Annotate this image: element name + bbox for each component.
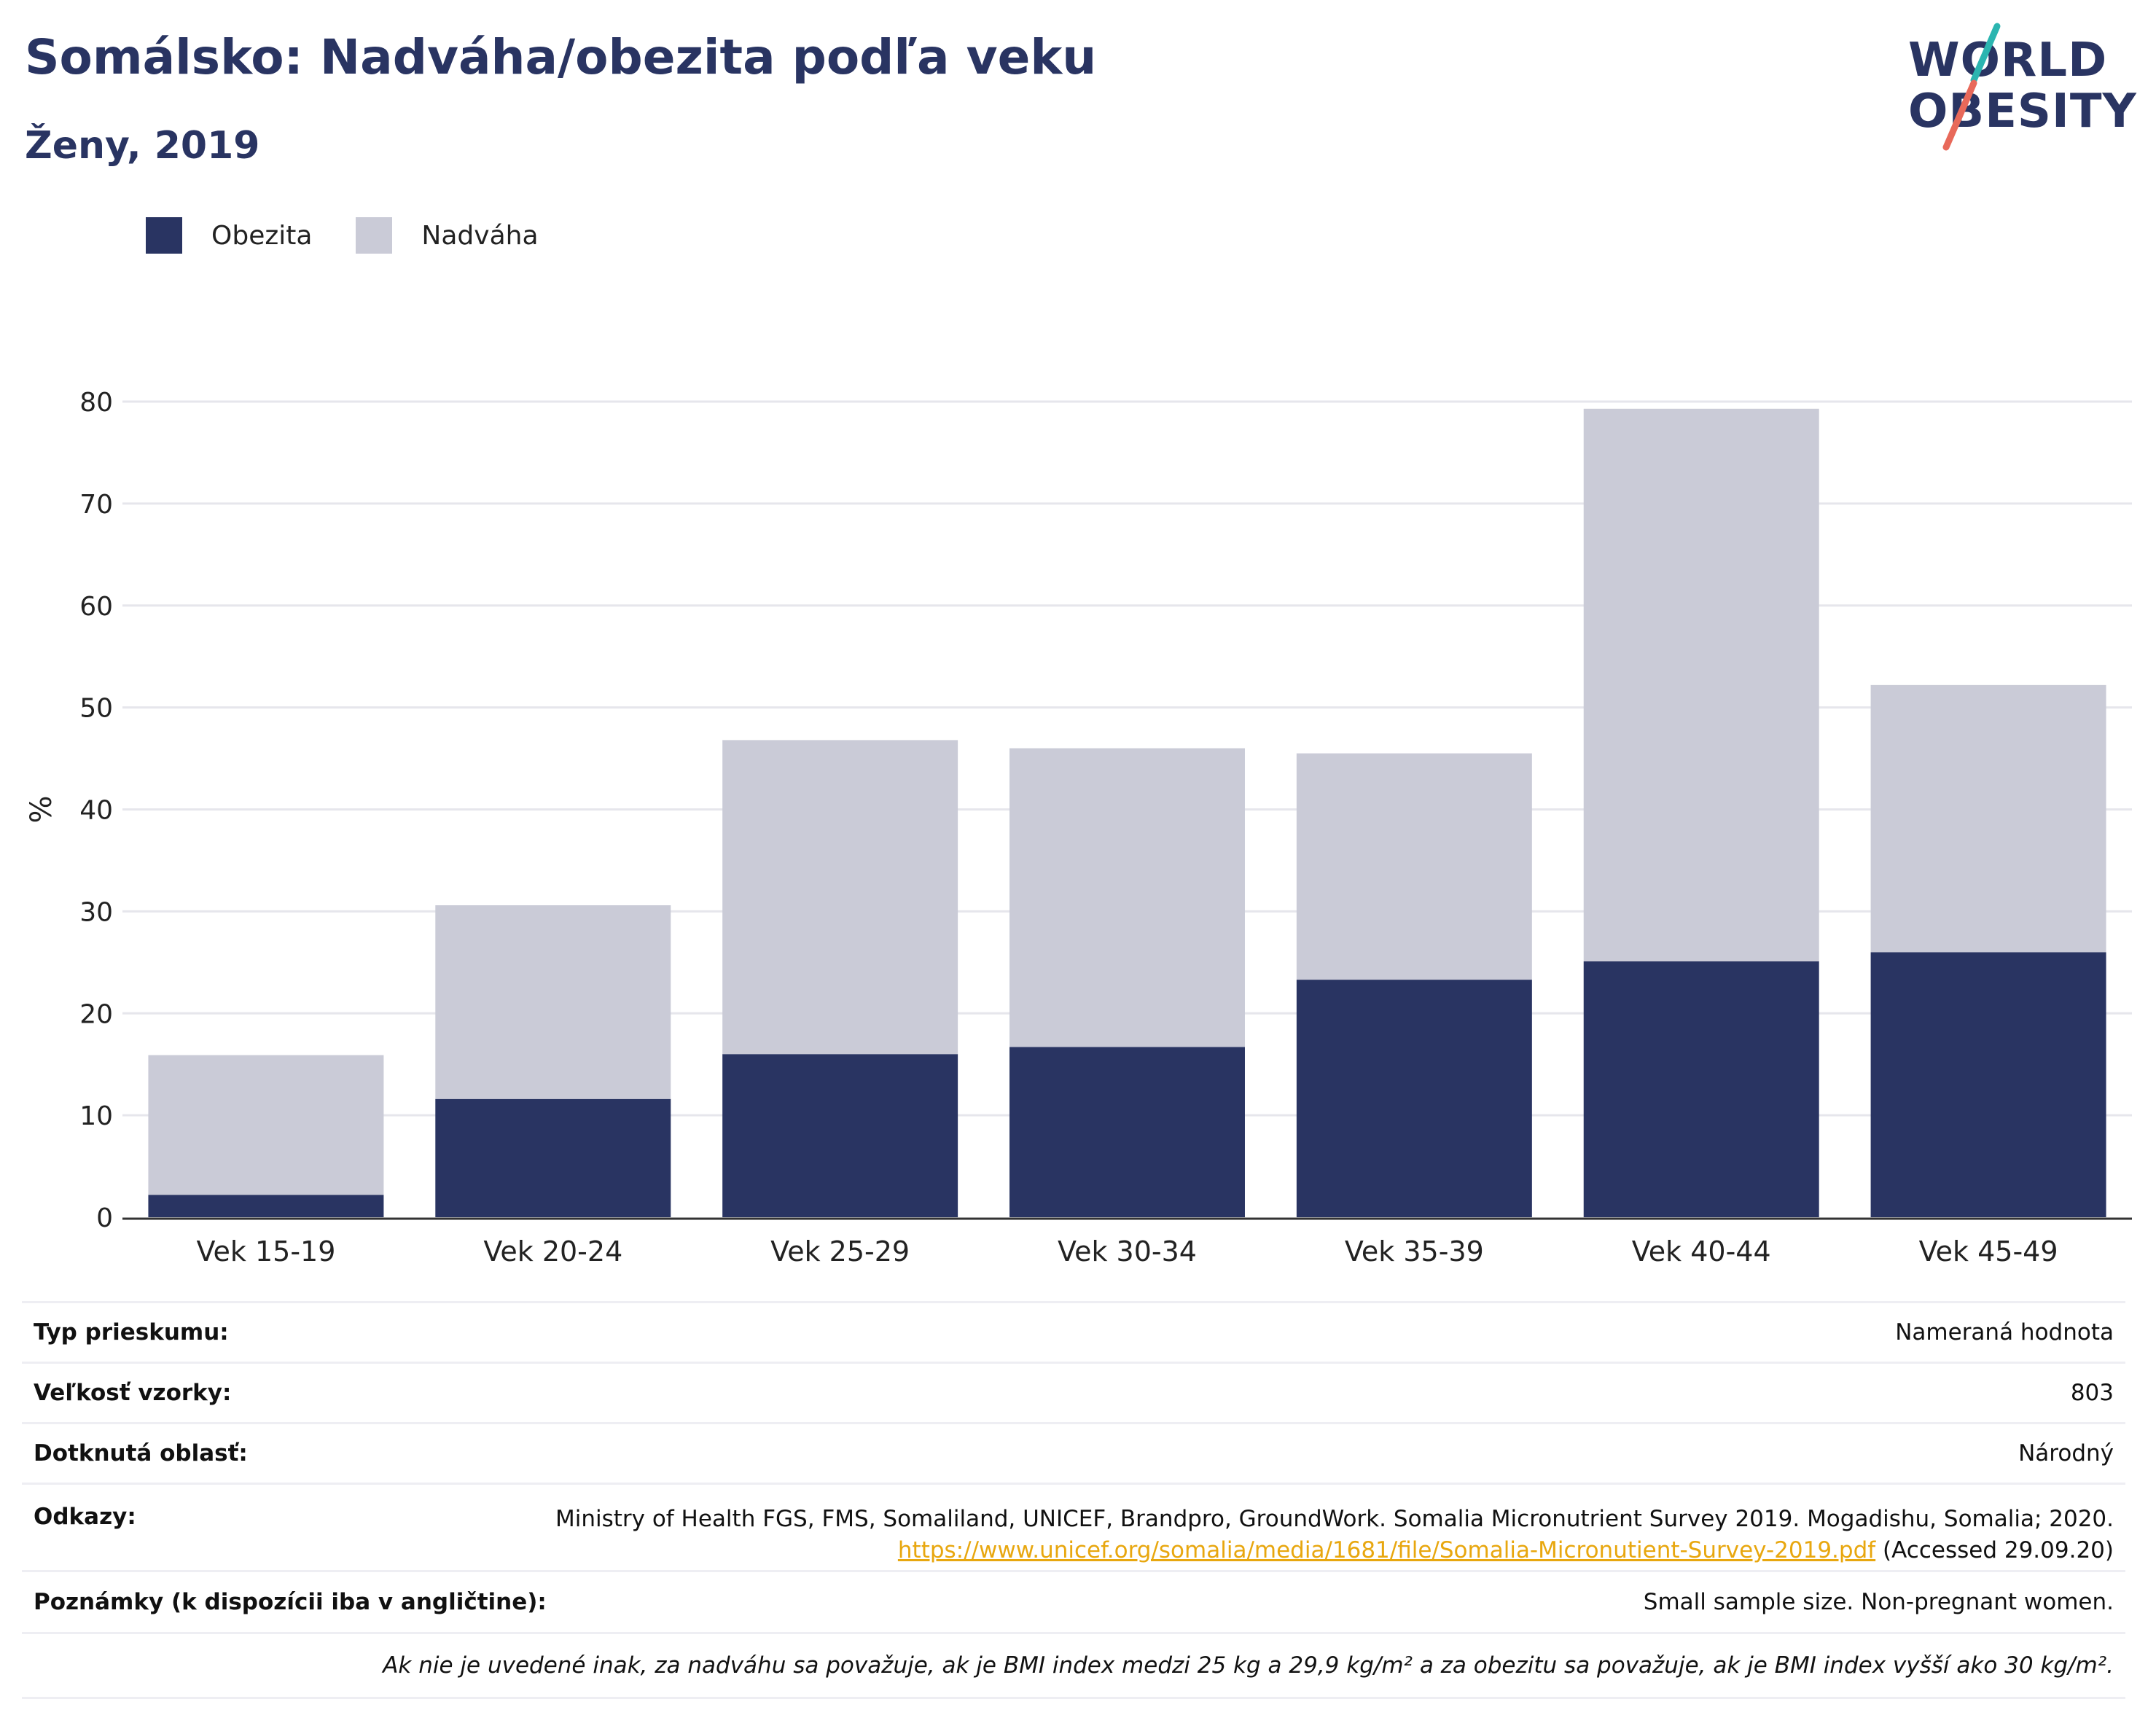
info-row-notes: Poznámky (k dispozícii iba v angličtine)… xyxy=(22,1570,2125,1632)
bar-nadvaha-0 xyxy=(148,1055,384,1195)
y-tick-label-4: 40 xyxy=(79,796,113,826)
bar-nadvaha-1 xyxy=(435,905,671,1099)
y-tick-label-7: 70 xyxy=(79,490,113,520)
info-row-survey-type: Typ prieskumu: Nameraná hodnota xyxy=(22,1301,2125,1362)
y-tick-label-3: 30 xyxy=(79,897,113,927)
x-tick-label-1: Vek 20-24 xyxy=(483,1235,622,1268)
logo-line-1: WORLD xyxy=(1908,34,2108,87)
notes-value: Small sample size. Non-pregnant women. xyxy=(1643,1589,2114,1615)
survey-type-label: Typ prieskumu: xyxy=(34,1319,229,1346)
x-tick-label-6: Vek 45-49 xyxy=(1919,1235,2058,1268)
bar-obezita-4 xyxy=(1296,980,1532,1217)
legend-swatch-overweight xyxy=(356,217,393,254)
legend-item-overweight: Nadváha xyxy=(356,217,539,254)
bar-obezita-5 xyxy=(1583,961,1819,1217)
info-row-references: Odkazy: Ministry of Health FGS, FMS, Som… xyxy=(22,1483,2125,1570)
x-tick-label-2: Vek 25-29 xyxy=(770,1235,910,1268)
y-axis-label: % xyxy=(25,795,58,823)
y-tick-label-0: 0 xyxy=(96,1203,113,1233)
survey-type-value: Nameraná hodnota xyxy=(1895,1319,2114,1346)
x-tick-label-4: Vek 35-39 xyxy=(1345,1235,1484,1268)
bar-obezita-1 xyxy=(435,1098,671,1217)
info-row-area: Dotknutá oblasť: Národný xyxy=(22,1422,2125,1483)
sample-size-value: 803 xyxy=(2070,1380,2114,1406)
references-text-2: (Accessed 29.09.20) xyxy=(1883,1537,2114,1563)
x-tick-label-5: Vek 40-44 xyxy=(1632,1235,1771,1268)
references-value: Ministry of Health FGS, FMS, Somaliland,… xyxy=(437,1504,2125,1566)
info-row-definition: Ak nie je uvedené inak, za nadváhu sa po… xyxy=(22,1632,2125,1699)
references-label: Odkazy: xyxy=(34,1504,136,1530)
bar-nadvaha-3 xyxy=(1009,748,1245,1047)
legend-label-obesity: Obezita xyxy=(211,220,313,251)
bar-nadvaha-6 xyxy=(1870,684,2106,953)
y-tick-label-1: 10 xyxy=(79,1101,113,1131)
logo-line-2: OBESITY xyxy=(1908,85,2137,138)
chart-legend: Obezita Nadváha xyxy=(146,217,582,254)
x-tick-label-0: Vek 15-19 xyxy=(196,1235,335,1268)
legend-item-obesity: Obezita xyxy=(146,217,312,254)
info-row-sample-size: Veľkosť vzorky: 803 xyxy=(22,1362,2125,1422)
legend-label-overweight: Nadváha xyxy=(421,220,539,251)
references-text-1: Ministry of Health FGS, FMS, Somaliland,… xyxy=(555,1506,2114,1532)
bar-obezita-0 xyxy=(148,1195,384,1217)
chart-title: Somálsko: Nadváha/obezita podľa veku xyxy=(25,29,1097,85)
definition-note: Ak nie je uvedené inak, za nadváhu sa po… xyxy=(383,1652,2114,1679)
bar-obezita-3 xyxy=(1009,1047,1245,1217)
y-tick-label-2: 20 xyxy=(79,999,113,1029)
logo-slash-icon xyxy=(1942,23,2001,151)
survey-info-table: Typ prieskumu: Nameraná hodnota Veľkosť … xyxy=(22,1301,2125,1699)
references-link[interactable]: https://www.unicef.org/somalia/media/168… xyxy=(897,1537,1876,1563)
chart-subtitle: Ženy, 2019 xyxy=(25,124,260,168)
y-tick-label-5: 50 xyxy=(79,694,113,724)
area-value: Národný xyxy=(2018,1440,2114,1467)
y-tick-label-6: 60 xyxy=(79,592,113,622)
bar-obezita-2 xyxy=(722,1054,958,1217)
x-tick-label-3: Vek 30-34 xyxy=(1058,1235,1197,1268)
world-obesity-logo: WORLD OBESITY xyxy=(1902,22,2143,153)
bar-chart: 0 10 20 30 40 50 60 70 80% Vek 15-19 Vek 20-24 Vek … xyxy=(25,388,2132,1268)
bar-nadvaha-5 xyxy=(1583,408,1819,961)
notes-label: Poznámky (k dispozícii iba v angličtine)… xyxy=(34,1589,547,1615)
bar-nadvaha-4 xyxy=(1296,753,1532,980)
bar-obezita-6 xyxy=(1870,952,2106,1217)
bar-nadvaha-2 xyxy=(722,740,958,1055)
y-tick-label-8: 80 xyxy=(79,388,113,418)
area-label: Dotknutá oblasť: xyxy=(34,1440,248,1467)
legend-swatch-obesity xyxy=(146,217,182,254)
sample-size-label: Veľkosť vzorky: xyxy=(34,1380,232,1406)
